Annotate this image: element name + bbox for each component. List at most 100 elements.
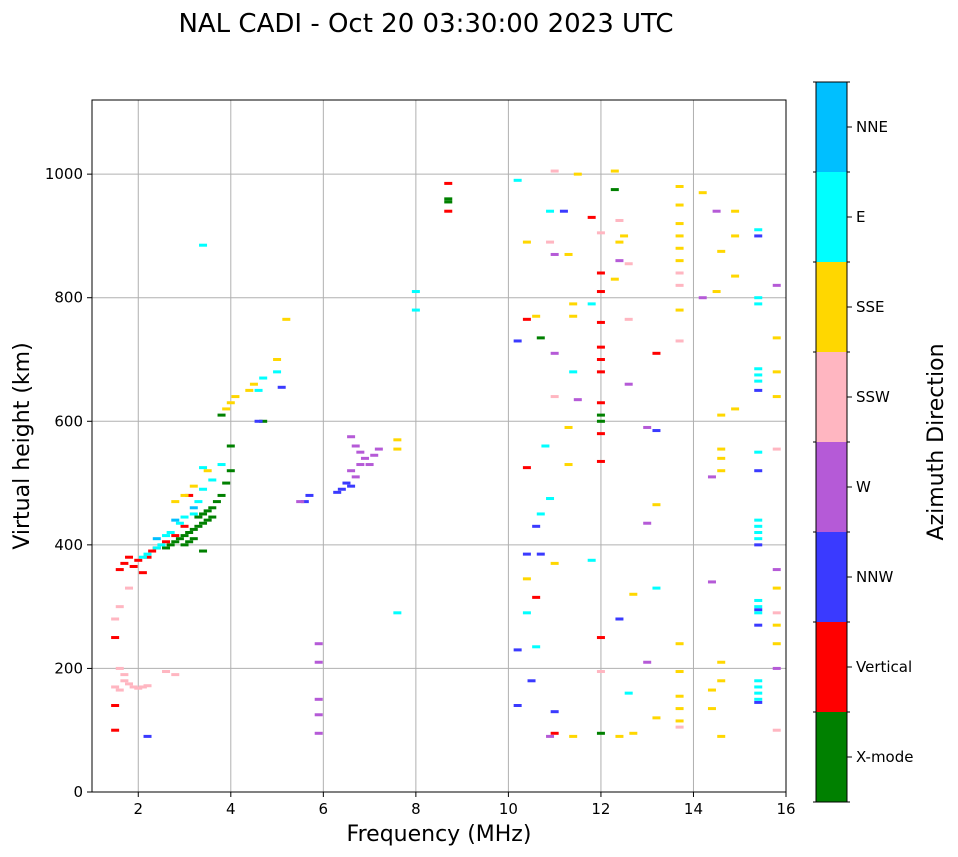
x-tick-label: 16: [776, 800, 795, 818]
data-point-vertical: [550, 731, 559, 735]
data-point-nnw: [754, 608, 763, 612]
data-point-sse: [675, 642, 684, 646]
data-point-x-mode: [194, 515, 203, 519]
data-point-sse: [189, 484, 198, 488]
data-point-vertical: [148, 549, 157, 553]
data-point-w: [360, 456, 369, 460]
data-point-vertical: [143, 555, 152, 559]
data-point-w: [772, 666, 781, 670]
data-point-nnw: [143, 734, 152, 738]
data-point-sse: [717, 456, 726, 460]
data-point-w: [314, 660, 323, 664]
data-point-vertical: [652, 351, 661, 355]
data-point-sse: [629, 731, 638, 735]
data-point-ssw: [615, 218, 624, 222]
data-point-nnw: [550, 710, 559, 714]
data-point-ssw: [675, 725, 684, 729]
data-point-e: [199, 487, 208, 491]
data-point-sse: [652, 503, 661, 507]
data-point-x-mode: [180, 543, 189, 547]
colorbar: X-mode Vertical NNW W SSW SSE E NNE: [813, 81, 913, 803]
x-tick-label: 14: [684, 800, 703, 818]
data-point-x-mode: [185, 531, 194, 534]
data-point-e: [175, 521, 184, 525]
colorbar-tick-label: SSW: [856, 388, 890, 406]
data-point-sse: [731, 234, 740, 238]
data-point-sse: [522, 240, 531, 244]
data-point-w: [356, 463, 365, 467]
data-point-nnw: [300, 500, 309, 504]
data-point-w: [351, 475, 360, 479]
data-point-x-mode: [203, 509, 212, 513]
data-point-ssw: [772, 611, 781, 615]
data-point-e: [624, 691, 633, 695]
data-point-sse: [282, 317, 291, 321]
data-point-w: [314, 731, 323, 735]
data-point-sse: [675, 203, 684, 207]
data-point-w: [712, 209, 721, 213]
data-point-e: [754, 679, 763, 683]
data-point-sse: [731, 274, 740, 278]
data-point-ssw: [550, 169, 559, 173]
data-point-w: [573, 398, 582, 402]
data-point-sse: [717, 679, 726, 683]
data-point-sse: [226, 401, 235, 405]
data-point-ssw: [111, 617, 120, 621]
data-point-x-mode: [189, 527, 198, 531]
data-point-e: [411, 308, 420, 312]
colorbar-tick-label: NNE: [856, 118, 888, 136]
data-point-sse: [532, 314, 541, 318]
data-point-e: [587, 558, 596, 562]
data-point-e: [587, 302, 596, 306]
data-point-sse: [772, 642, 781, 646]
data-point-w: [643, 660, 652, 664]
data-point-sse: [610, 169, 619, 173]
y-tick-label: 0: [73, 783, 83, 801]
data-point-e: [166, 531, 175, 534]
data-point-nnw: [305, 493, 314, 497]
data-point-nnw: [559, 209, 568, 213]
data-point-e: [180, 515, 189, 519]
data-point-vertical: [134, 558, 143, 562]
colorbar-frame: [815, 81, 848, 803]
data-point-sse: [393, 438, 402, 442]
data-point-ssw: [115, 605, 124, 609]
data-point-vertical: [596, 345, 605, 349]
data-point-e: [754, 296, 763, 300]
data-point-ssw: [596, 231, 605, 235]
data-point-x-mode: [259, 419, 268, 423]
colorbar-tick-label: NNW: [856, 568, 893, 586]
data-point-ssw: [120, 679, 129, 683]
data-point-sse: [180, 493, 189, 497]
data-point-sse: [249, 382, 258, 386]
data-point-nnw: [342, 481, 351, 485]
data-point-x-mode: [217, 493, 226, 497]
data-point-sse: [550, 561, 559, 565]
data-point-sse: [675, 246, 684, 250]
data-point-nnw: [513, 704, 522, 707]
data-point-sse: [731, 407, 740, 411]
data-point-e: [217, 463, 226, 467]
data-point-ssw: [675, 339, 684, 343]
data-point-sse: [620, 234, 629, 238]
data-point-ssw: [550, 395, 559, 399]
colorbar-tick-label: SSE: [856, 298, 885, 316]
data-point-sse: [675, 670, 684, 674]
data-point-w: [615, 259, 624, 263]
data-point-e: [536, 512, 545, 516]
plot-background: [92, 100, 786, 792]
colorbar-tick-label: X-mode: [856, 748, 913, 766]
data-point-sse: [652, 716, 661, 720]
data-point-vertical: [185, 493, 194, 497]
data-point-vertical: [111, 728, 120, 732]
data-point-e: [152, 546, 161, 550]
data-point-nnw: [754, 234, 763, 238]
data-point-w: [365, 463, 374, 467]
data-point-e: [754, 518, 763, 522]
data-point-ssw: [134, 686, 143, 690]
data-point-e: [754, 379, 763, 383]
data-point-w: [772, 283, 781, 287]
data-point-vertical: [444, 181, 453, 185]
data-point-sse: [222, 407, 231, 411]
data-point-w: [356, 450, 365, 454]
